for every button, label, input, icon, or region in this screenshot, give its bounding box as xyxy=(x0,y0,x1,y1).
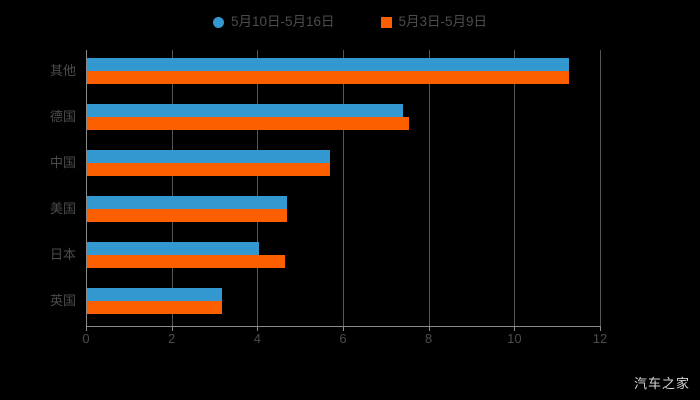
x-axis-tick xyxy=(343,326,344,331)
bar[interactable] xyxy=(86,71,569,84)
x-axis-tick-label: 6 xyxy=(339,331,347,346)
x-axis-tick xyxy=(257,326,259,331)
bar[interactable] xyxy=(86,117,410,130)
gridline xyxy=(600,50,601,326)
plot-area xyxy=(86,50,601,326)
bar-group xyxy=(86,280,600,326)
x-axis-tick-label: 4 xyxy=(253,331,261,346)
bar-group xyxy=(86,96,600,142)
x-axis-tick xyxy=(514,326,516,331)
y-axis-tick-label: 日本 xyxy=(49,247,76,262)
circle-marker-icon xyxy=(212,16,224,28)
y-axis-line xyxy=(86,50,87,326)
x-axis-tick xyxy=(171,326,173,331)
bar[interactable] xyxy=(86,163,331,176)
gridline xyxy=(257,50,259,326)
square-marker-icon xyxy=(380,16,392,28)
bar[interactable] xyxy=(86,242,260,255)
y-axis-tick-label: 其他 xyxy=(49,63,76,78)
bar[interactable] xyxy=(86,196,287,209)
x-axis-tick-label: 12 xyxy=(592,331,608,346)
x-axis-tick xyxy=(86,326,87,331)
bar[interactable] xyxy=(86,104,404,117)
legend-item-label: 5月3日-5月9日 xyxy=(398,14,488,30)
x-axis-labels: 0 2 4 6 8 10 12 xyxy=(0,332,700,352)
gridline xyxy=(171,50,173,326)
y-axis-tick-label: 英国 xyxy=(49,293,76,308)
legend-item-label: 5月10日-5月16日 xyxy=(230,14,335,30)
x-axis-tick-label: 0 xyxy=(82,331,90,346)
x-axis-tick xyxy=(428,326,430,331)
bar-group xyxy=(86,188,600,234)
bar[interactable] xyxy=(86,255,286,268)
y-axis-tick-label: 美国 xyxy=(49,201,76,216)
y-axis-labels: 其他德国中国美国日本英国 xyxy=(0,50,76,326)
y-axis-tick-label: 德国 xyxy=(49,109,76,124)
bar[interactable] xyxy=(86,150,331,163)
bar-group xyxy=(86,50,600,96)
bar[interactable] xyxy=(86,58,569,71)
legend-item[interactable]: 5月10日-5月16日 xyxy=(212,14,335,30)
bar[interactable] xyxy=(86,209,287,222)
bar[interactable] xyxy=(86,288,223,301)
gridline xyxy=(343,50,344,326)
bar[interactable] xyxy=(86,301,223,314)
x-axis-tick-label: 8 xyxy=(425,331,433,346)
x-axis-tick-label: 10 xyxy=(507,331,522,346)
bar-group xyxy=(86,234,600,280)
chart-legend: 5月10日-5月16日 5月3日-5月9日 xyxy=(0,10,700,34)
bar-group xyxy=(86,142,600,188)
gridline xyxy=(514,50,516,326)
watermark: 汽车之家 xyxy=(633,376,690,391)
x-axis-tick xyxy=(600,326,601,331)
legend-item[interactable]: 5月3日-5月9日 xyxy=(380,14,488,30)
x-axis-tick-label: 2 xyxy=(168,331,176,346)
y-axis-tick-label: 中国 xyxy=(49,155,76,170)
gridline xyxy=(428,50,430,326)
